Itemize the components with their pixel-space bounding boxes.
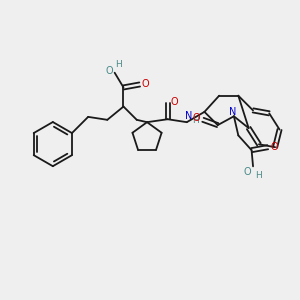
Text: O: O (106, 66, 113, 76)
Text: O: O (244, 167, 252, 177)
Text: O: O (170, 97, 178, 106)
Text: H: H (255, 171, 262, 180)
Text: N: N (185, 111, 193, 121)
Text: O: O (270, 142, 278, 152)
Text: O: O (142, 80, 149, 89)
Text: O: O (193, 113, 200, 123)
Text: H: H (192, 116, 198, 125)
Text: H: H (115, 60, 122, 69)
Text: N: N (229, 107, 236, 117)
